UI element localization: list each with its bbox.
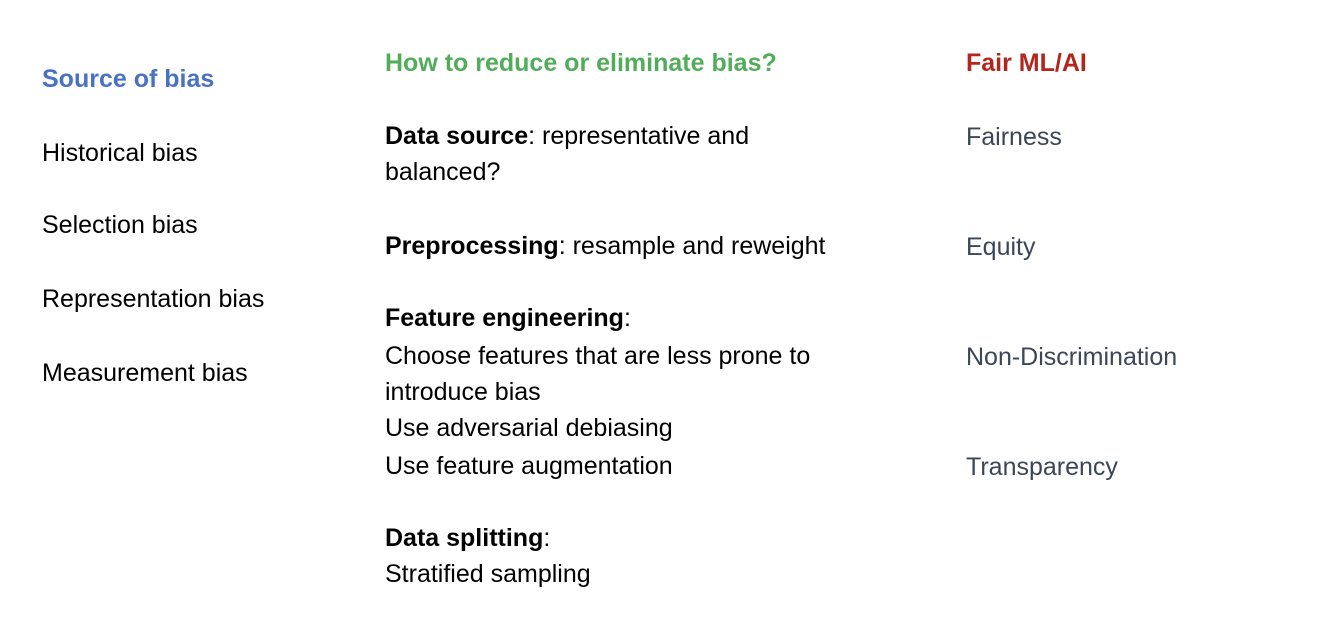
preprocessing-colon: : <box>558 232 566 260</box>
fair-ml-heading: Fair ML/AI <box>966 49 1087 77</box>
preprocessing-term: Preprocessing <box>385 232 559 260</box>
data-source-line: Data source: representative and <box>385 118 749 154</box>
data-splitting-colon: : <box>543 524 551 552</box>
fair-item-fairness: Fairness <box>966 123 1062 151</box>
data-source-term: Data source <box>385 122 529 150</box>
data-splitting-line: Data splitting: <box>385 520 550 556</box>
feature-engineering-colon: : <box>623 304 631 332</box>
preprocessing-text: resample and reweight <box>565 232 826 260</box>
fair-item-non-discrimination: Non-Discrimination <box>966 343 1178 371</box>
feature-engineering-term: Feature engineering <box>385 304 624 332</box>
data-splitting-item: Stratified sampling <box>385 560 591 588</box>
data-source-text: representative and <box>535 122 750 150</box>
data-source-colon: : <box>528 122 536 150</box>
preprocessing-line: Preprocessing: resample and reweight <box>385 228 826 264</box>
data-splitting-term: Data splitting <box>385 524 544 552</box>
bias-item-selection: Selection bias <box>42 211 198 239</box>
bias-item-historical: Historical bias <box>42 139 198 167</box>
feature-engineering-item-3: Use feature augmentation <box>385 452 673 480</box>
feature-engineering-line: Feature engineering: <box>385 300 631 336</box>
feature-engineering-item-2: Use adversarial debiasing <box>385 414 673 442</box>
data-source-line-2: balanced? <box>385 158 501 186</box>
bias-item-measurement: Measurement bias <box>42 359 248 387</box>
bias-item-representation: Representation bias <box>42 285 265 313</box>
fair-item-equity: Equity <box>966 233 1036 261</box>
source-of-bias-heading: Source of bias <box>42 65 215 93</box>
feature-engineering-item-1-cont: introduce bias <box>385 378 541 406</box>
feature-engineering-item-1: Choose features that are less prone to <box>385 342 811 370</box>
reduce-bias-heading: How to reduce or eliminate bias? <box>385 49 777 77</box>
fair-item-transparency: Transparency <box>966 453 1118 481</box>
